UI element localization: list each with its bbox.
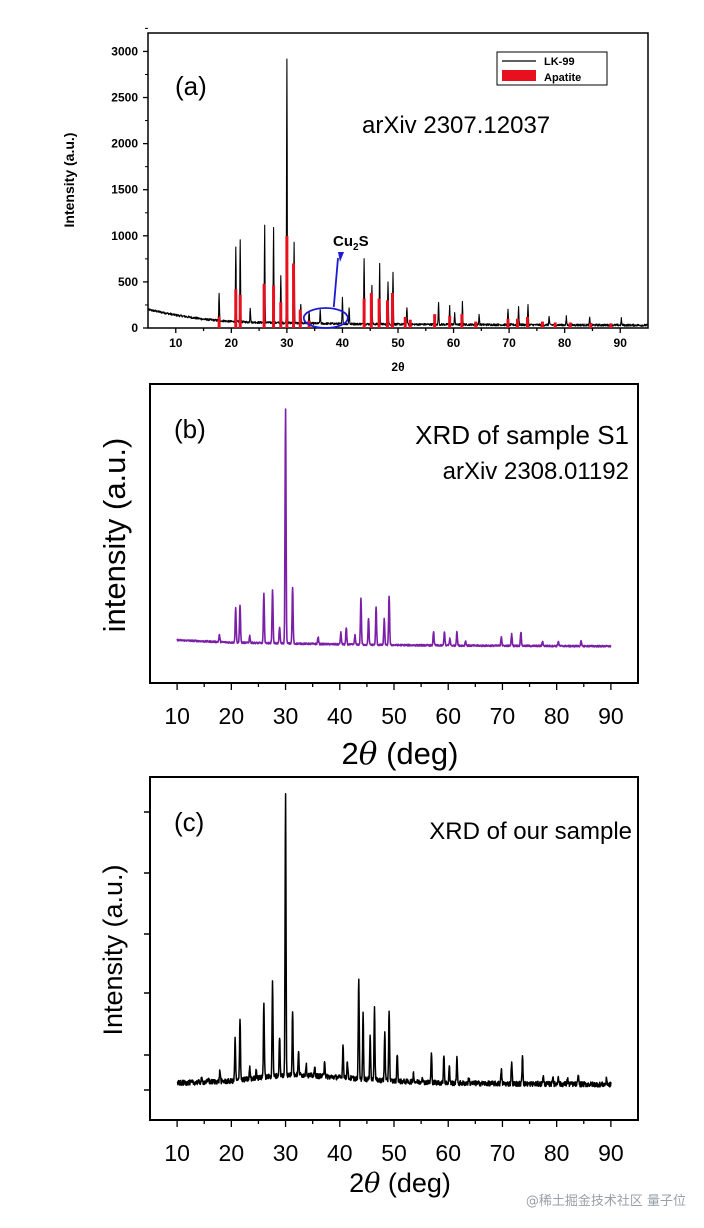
x-tick-label: 60 <box>447 336 461 350</box>
x-tick-label: 10 <box>164 703 190 729</box>
x-tick-label: 50 <box>391 336 405 350</box>
x-tick-label: 80 <box>544 1140 570 1166</box>
panel-label: (b) <box>174 414 206 444</box>
y-tick-label: 2000 <box>111 137 138 151</box>
x-tick-label: 70 <box>490 703 516 729</box>
cu2s-arrowhead <box>338 252 344 262</box>
legend-box <box>496 51 608 86</box>
y-tick-label: 1000 <box>111 229 138 243</box>
x-tick-label: 90 <box>614 336 628 350</box>
x-tick-label: 90 <box>598 1140 624 1166</box>
legend-label-apatite: Apatite <box>544 72 581 84</box>
x-tick-label: 20 <box>225 336 239 350</box>
panel-label: (c) <box>174 807 204 837</box>
x-tick-label: 30 <box>273 703 299 729</box>
y-tick-label: 1500 <box>111 183 138 197</box>
x-tick-label: 10 <box>169 336 183 350</box>
cu2s-label: Cu2S <box>333 233 369 253</box>
cu2s-arrow <box>332 257 339 308</box>
x-tick-label: 30 <box>273 1140 299 1166</box>
x-tick-label: 50 <box>381 703 407 729</box>
panel-b: 10 20 30 40 50 60 70 80 90 (b) XRD of sample S1 arX… <box>97 383 639 772</box>
x-tick-label: 90 <box>598 703 624 729</box>
x-axis-label: 2θ (deg) <box>342 736 459 772</box>
x-tick-label: 20 <box>219 1140 245 1166</box>
legend: LK-99 Apatite <box>496 51 608 86</box>
x-tick-label: 10 <box>164 1140 190 1166</box>
y-tick-label: 0 <box>131 321 138 335</box>
panel-c: 10 20 30 40 50 60 70 80 90 (c) XRD of our sample 2θ… <box>98 776 639 1199</box>
x-tick-label: 70 <box>502 336 516 350</box>
x-tick-label: 60 <box>435 1140 461 1166</box>
annotation-line1: XRD of sample S1 <box>415 420 629 450</box>
y-axis-label: Intensity (a.u.) <box>98 864 128 1035</box>
x-tick-label: 40 <box>336 336 350 350</box>
cu2s-circle <box>302 307 349 329</box>
y-axis-label: Intensity (a.u.) <box>61 133 77 228</box>
legend-swatch-apatite <box>502 70 536 81</box>
watermark: @稀土掘金技术社区 量子位 <box>525 1194 686 1209</box>
x-tick-label: 70 <box>490 1140 516 1166</box>
y-tick-label: 3000 <box>111 44 138 58</box>
x-tick-label: 40 <box>327 1140 353 1166</box>
x-tick-label: 80 <box>544 703 570 729</box>
x-tick-label: 30 <box>280 336 294 350</box>
annotation-arxiv: arXiv 2307.12037 <box>362 112 550 139</box>
x-tick-label: 20 <box>219 703 245 729</box>
series-line <box>147 58 649 327</box>
y-axis-label: intensity (a.u.) <box>97 438 132 633</box>
series-line <box>176 408 612 648</box>
annotation-our-sample: XRD of our sample <box>429 818 632 845</box>
annotation-line2: arXiv 2308.01192 <box>443 458 629 485</box>
panel-a: 10 20 30 40 50 60 70 80 90 0 500 1000 1500 2000 2500 30… <box>61 27 649 374</box>
series-line <box>176 792 612 1088</box>
x-tick-label: 50 <box>381 1140 407 1166</box>
x-axis-label: 2θ (deg) <box>349 1168 451 1199</box>
x-tick-label: 60 <box>435 703 461 729</box>
x-tick-label: 40 <box>327 703 353 729</box>
x-tick-label: 80 <box>558 336 572 350</box>
y-tick-label: 2500 <box>111 91 138 105</box>
panel-label: (a) <box>175 71 207 101</box>
x-axis-label: 2θ <box>391 360 404 374</box>
legend-label-lk99: LK-99 <box>544 56 575 68</box>
y-tick-label: 500 <box>118 275 138 289</box>
